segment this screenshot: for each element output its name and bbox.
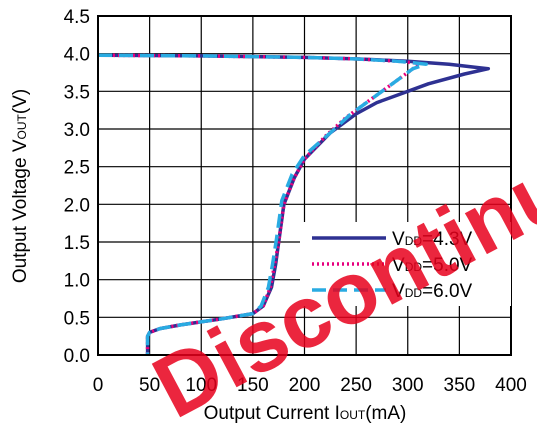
legend-label-prefix: V xyxy=(392,229,405,250)
x-tick-label: 200 xyxy=(289,375,321,396)
y-axis-label-main: Output Voltage V xyxy=(10,139,31,283)
legend-label-prefix: V xyxy=(392,281,405,302)
y-tick-label: 1.5 xyxy=(64,233,90,254)
x-tick-labels: 0 50 100 150 200 250 300 350 400 xyxy=(93,375,527,396)
y-tick-label: 3.5 xyxy=(64,82,90,103)
y-tick-labels: 0.0 0.5 1.0 1.5 2.0 2.5 3.0 3.5 4.0 4.5 xyxy=(64,7,90,367)
legend-label-prefix: V xyxy=(392,255,405,276)
y-axis-label: Output Voltage VOUT(V) xyxy=(10,89,31,283)
x-tick-label: 350 xyxy=(444,375,476,396)
y-tick-label: 4.5 xyxy=(64,7,90,28)
y-tick-label: 1.0 xyxy=(64,271,90,292)
y-tick-label: 4.0 xyxy=(64,45,90,66)
x-tick-label: 100 xyxy=(185,375,217,396)
y-axis-label-unit: (V) xyxy=(10,89,31,114)
y-tick-label: 2.0 xyxy=(64,195,90,216)
legend-label-3: VDD=6.0V xyxy=(392,281,473,302)
legend-label-subscript: DD xyxy=(405,234,423,248)
x-tick-label: 50 xyxy=(139,375,160,396)
x-tick-label: 400 xyxy=(495,375,527,396)
y-tick-label: 0.5 xyxy=(64,308,90,329)
x-tick-label: 300 xyxy=(392,375,424,396)
y-tick-label: 2.5 xyxy=(64,158,90,179)
series-layer xyxy=(97,53,491,355)
legend-label-1: VDD=4.3V xyxy=(392,229,473,250)
x-tick-label: 150 xyxy=(237,375,269,396)
x-tick-label: 0 xyxy=(93,375,104,396)
legend-label-subscript: DD xyxy=(405,286,423,300)
series-line-3 xyxy=(97,53,429,355)
x-axis-label-main: Output Current I xyxy=(204,403,340,424)
y-axis-label-sub: OUT xyxy=(15,114,29,140)
series-line-1 xyxy=(97,53,491,355)
legend-label-value: =4.3V xyxy=(422,229,473,250)
legend-label-value: =6.0V xyxy=(422,281,473,302)
x-axis-label-unit: (mA) xyxy=(365,403,406,424)
y-tick-label: 3.0 xyxy=(64,120,90,141)
x-axis-label-sub: OUT xyxy=(340,408,366,422)
x-axis-label: Output Current IOUT(mA) xyxy=(204,403,407,424)
legend-label-subscript: DD xyxy=(405,260,423,274)
y-tick-label: 0.0 xyxy=(64,346,90,367)
x-tick-label: 250 xyxy=(340,375,372,396)
legend-label-2: VDD=5.0V xyxy=(392,255,473,276)
plot-frame xyxy=(97,15,512,356)
legend-label-value: =5.0V xyxy=(422,255,473,276)
legend-box xyxy=(300,222,511,306)
